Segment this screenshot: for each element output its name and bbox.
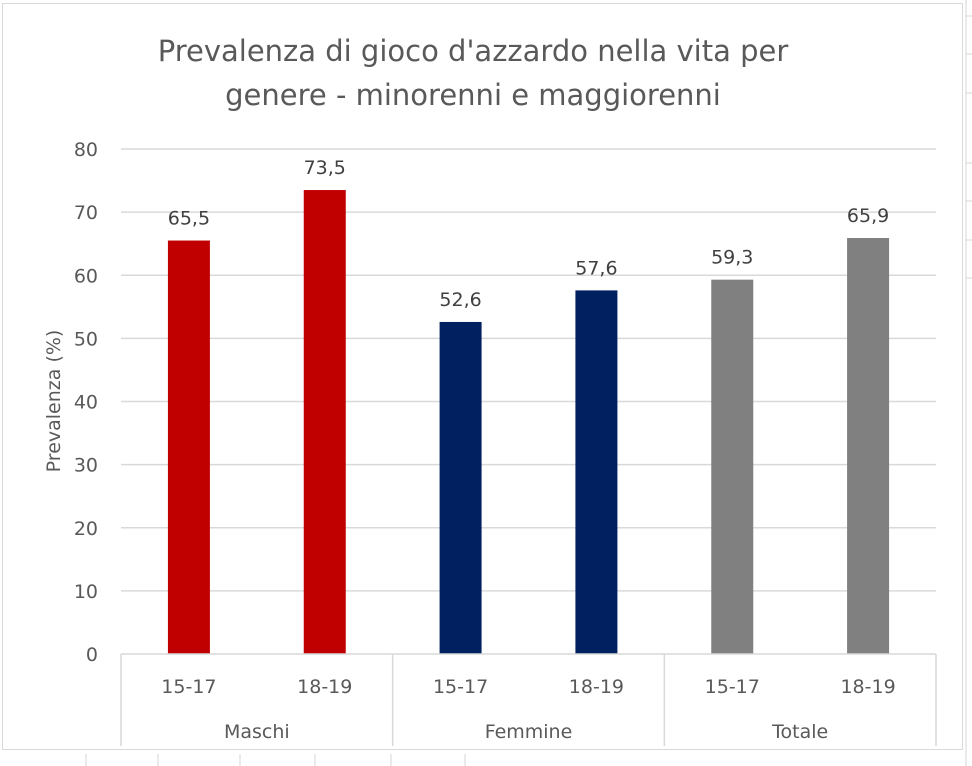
y-tick-label-40: 40 (74, 392, 98, 414)
y-tick-label-30: 30 (74, 455, 98, 477)
y-tick-label-0: 0 (86, 644, 98, 666)
y-tick-label-10: 10 (74, 581, 98, 603)
x-tick-label-18-19: 18-19 (840, 676, 895, 698)
bar-totale-15-17[interactable] (711, 279, 754, 654)
x-tick-label-15-17: 15-17 (433, 676, 488, 698)
chart-title-line-2: genere - minorenni e maggiorenni (225, 78, 721, 112)
chart-area[interactable]: Prevalenza di gioco d'azzardo nella vita… (2, 3, 963, 750)
data-label-maschi-15-17: 65,5 (168, 208, 210, 230)
chart-title: Prevalenza di gioco d'azzardo nella vita… (158, 34, 789, 112)
y-axis-tick-labels: 0 10 20 30 40 50 60 70 80 (74, 139, 98, 666)
bar-series (167, 190, 890, 654)
x-tick-label-15-17: 15-17 (161, 676, 216, 698)
data-label-femmine-18-19: 57,6 (575, 257, 617, 279)
group-label-maschi: Maschi (224, 721, 290, 743)
x-axis: 15-17 18-19 Maschi 15-17 18-19 Femmine 15-17 18… (120, 653, 937, 746)
group-label-femmine: Femmine (485, 721, 573, 743)
data-label-totale-15-17: 59,3 (711, 247, 753, 269)
bar-femmine-18-19[interactable] (575, 290, 618, 654)
bar-totale-18-19[interactable] (847, 238, 890, 654)
data-label-totale-18-19: 65,9 (847, 205, 889, 227)
group-label-totale: Totale (771, 721, 828, 743)
data-label-femmine-15-17: 52,6 (439, 289, 481, 311)
gridlines (121, 148, 936, 592)
y-tick-label-80: 80 (74, 139, 98, 161)
chart-title-line-1: Prevalenza di gioco d'azzardo nella vita… (158, 34, 789, 68)
data-label-maschi-18-19: 73,5 (304, 157, 346, 179)
x-tick-label-15-17: 15-17 (705, 676, 760, 698)
y-tick-label-70: 70 (74, 202, 98, 224)
data-labels: 65,5 73,5 52,6 57,6 59,3 65,9 (168, 157, 889, 311)
bar-femmine-15-17[interactable] (439, 321, 482, 654)
bar-maschi-18-19[interactable] (303, 190, 346, 654)
x-tick-label-18-19: 18-19 (297, 676, 352, 698)
bar-chart: Prevalenza di gioco d'azzardo nella vita… (43, 34, 937, 746)
y-tick-label-50: 50 (74, 328, 98, 350)
y-tick-label-60: 60 (74, 265, 98, 287)
y-tick-label-20: 20 (74, 518, 98, 540)
bar-maschi-15-17[interactable] (167, 240, 210, 654)
x-tick-label-18-19: 18-19 (569, 676, 624, 698)
y-axis-title: Prevalenza (%) (43, 330, 65, 473)
